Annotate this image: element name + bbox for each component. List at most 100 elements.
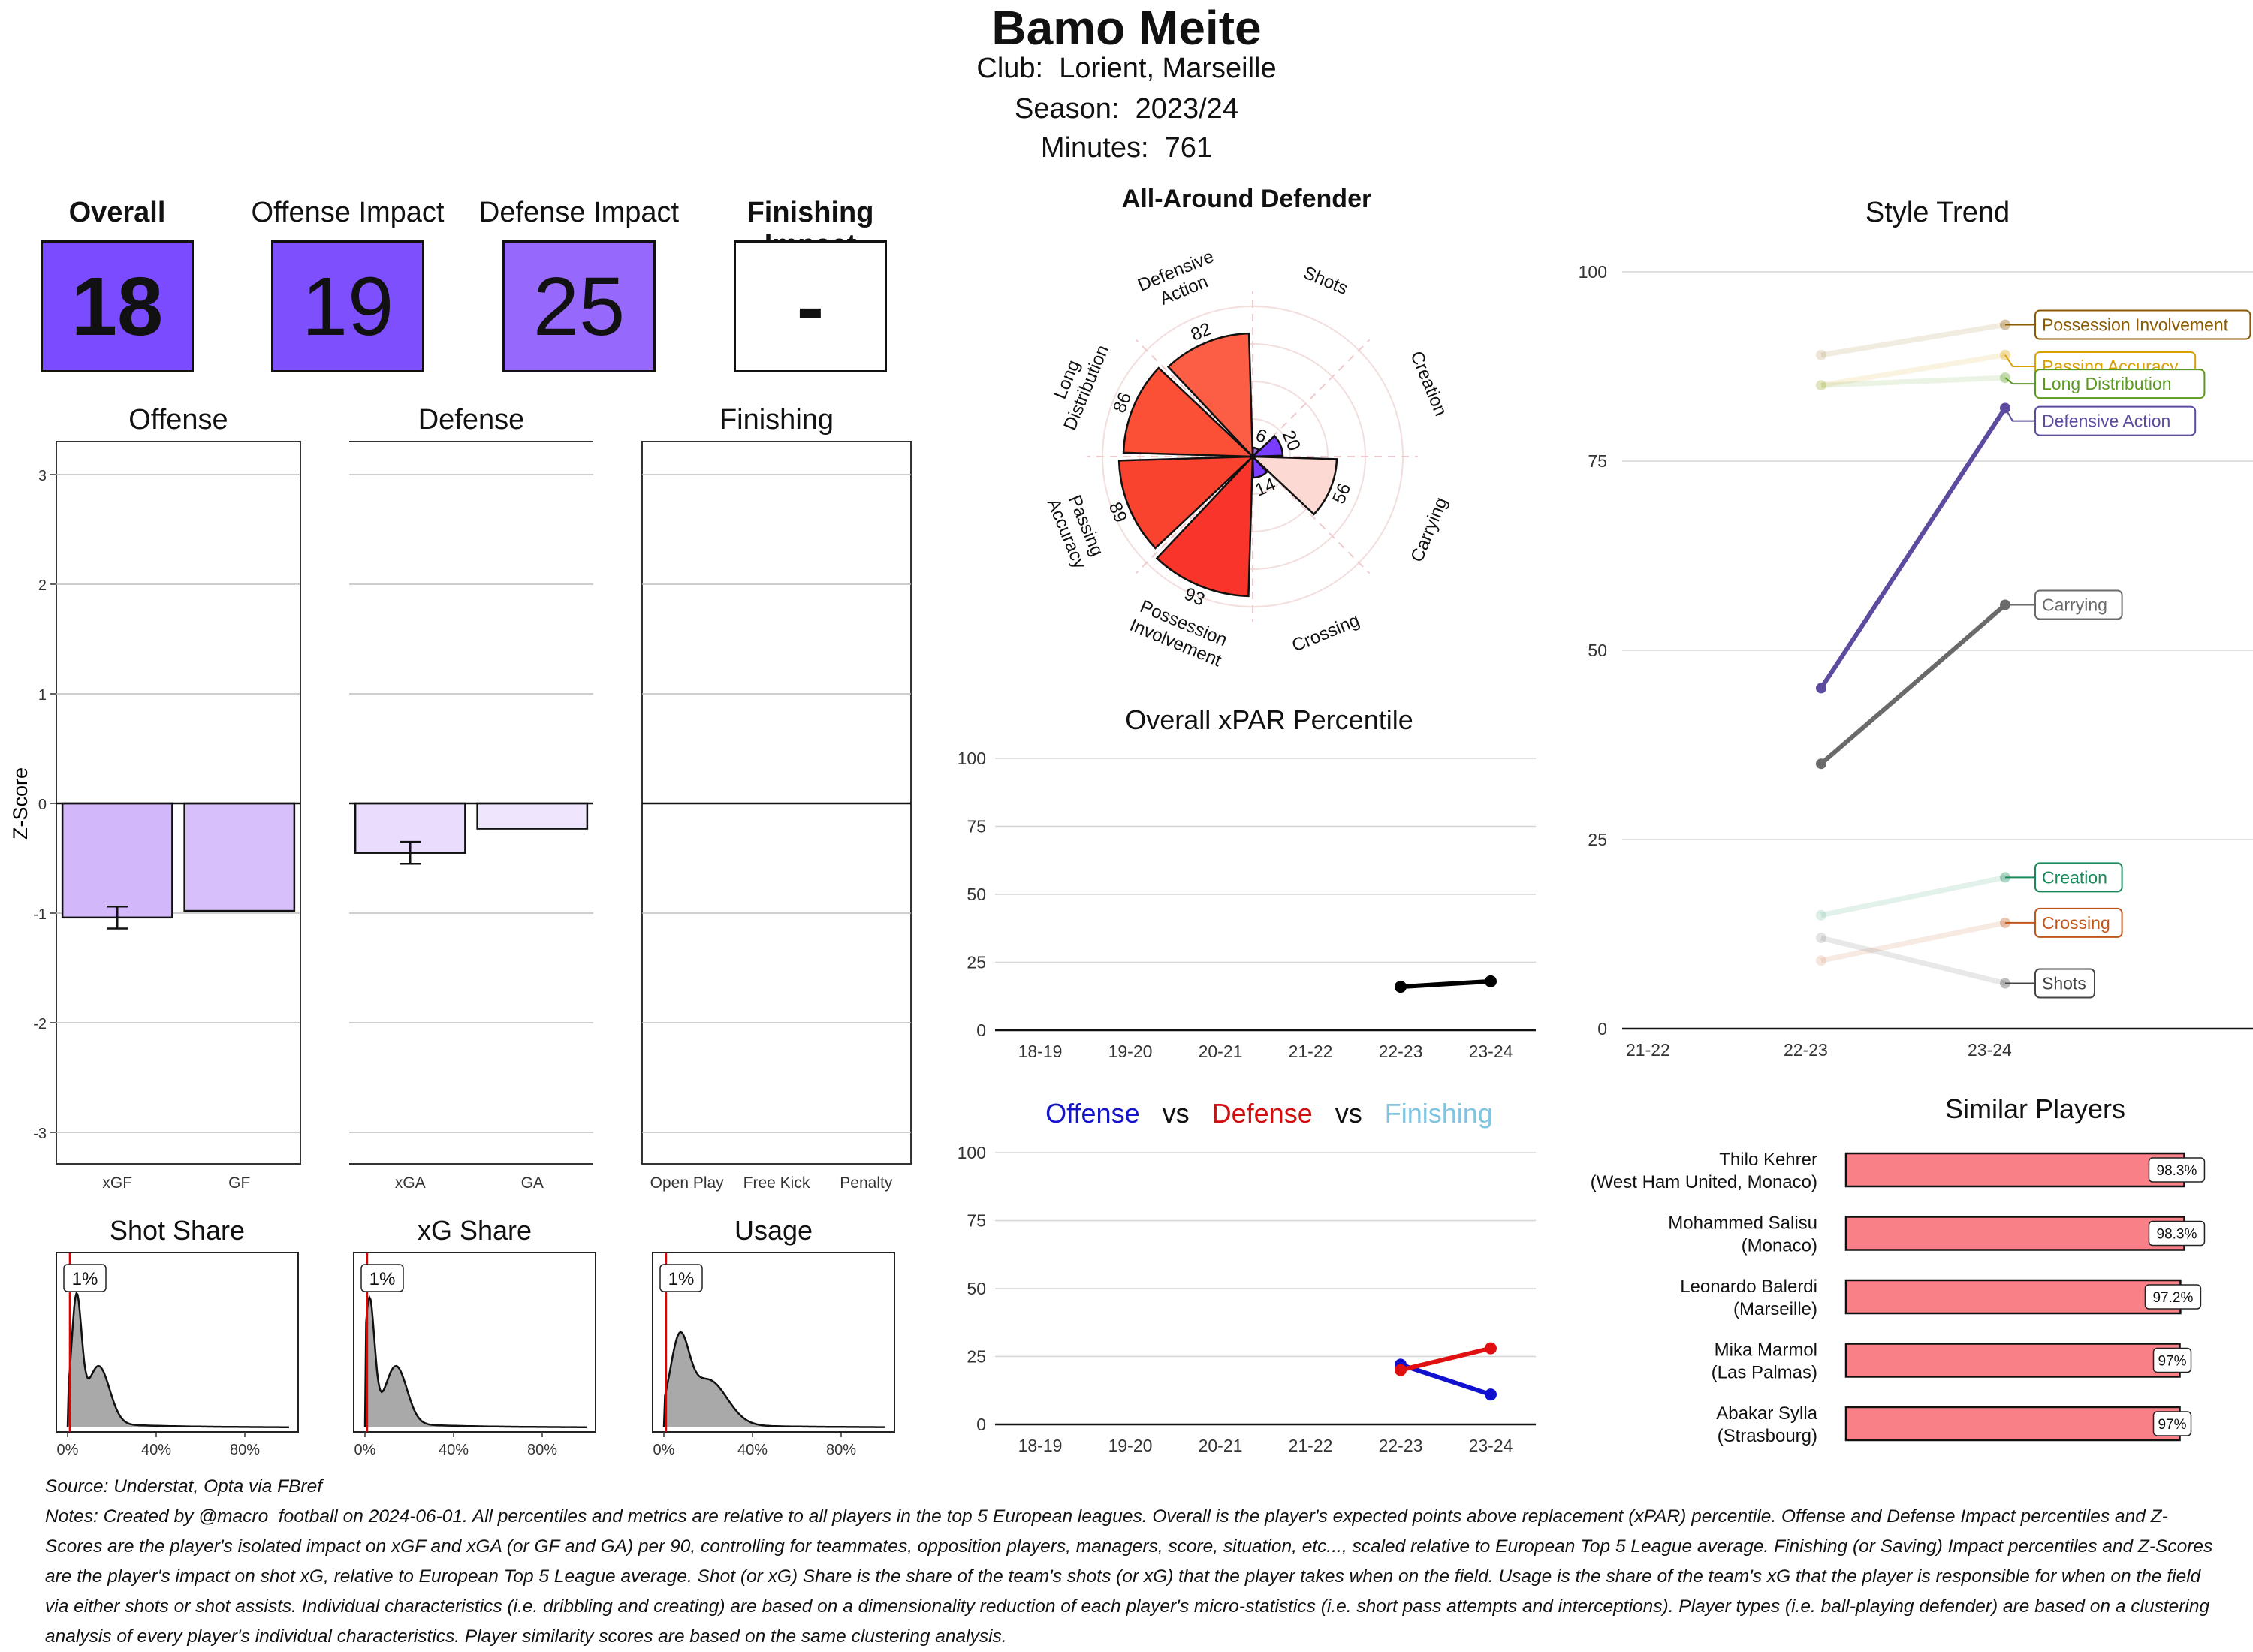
zscore-xtick: xGF — [102, 1174, 132, 1192]
zscore-panel-title: Offense — [128, 404, 228, 436]
zscore-xtick: Free Kick — [743, 1174, 810, 1192]
radar-axis-label: LongDistribution — [1040, 334, 1113, 433]
ytick-label: 100 — [958, 1143, 986, 1162]
season-label: Season: — [1015, 93, 1120, 125]
zscore-ytick: 3 — [38, 468, 47, 484]
similar-player-row: Mika Marmol(Las Palmas) 97% — [1712, 1340, 2192, 1383]
zscore-panel: xGF GF — [56, 441, 301, 1192]
density-label: 1% — [668, 1269, 695, 1289]
xtick-label: 20-21 — [1199, 1042, 1243, 1061]
density-panel-title: xG Share — [417, 1215, 532, 1246]
ytick-label: 50 — [1588, 641, 1607, 660]
style-label-box — [2034, 369, 2206, 399]
ytick-label: 25 — [1588, 830, 1607, 849]
zscore-ytick: -3 — [33, 1126, 47, 1142]
similar-player-row: Leonardo Balerdi(Marseille) 97.2% — [1680, 1277, 2202, 1319]
similar-label-box — [2152, 1411, 2192, 1436]
radar-axis-label: Shots — [1300, 263, 1350, 299]
similar-player-name: Abakar Sylla — [1716, 1403, 1817, 1424]
style-trend-chart: 0 25 50 75 100 21-22 22-23 23-24 Possession Invo… — [1579, 262, 2253, 1060]
density-area — [664, 1332, 885, 1427]
style-series: Carrying — [1816, 589, 2123, 770]
similar-bar — [1844, 1152, 2185, 1188]
series-line — [1400, 1362, 1491, 1397]
style-label-box — [2034, 589, 2123, 620]
density-xtick: 40% — [141, 1442, 171, 1458]
ovd-title-offense: Offense — [1045, 1098, 1140, 1129]
series-point — [1395, 981, 1407, 993]
radar-wedge — [1250, 455, 1338, 516]
density-label: 1% — [72, 1269, 98, 1289]
density-label-box — [360, 1264, 404, 1292]
similar-value-label: 98.3% — [2157, 1163, 2197, 1179]
similar-player-name: Mohammed Salisu — [1668, 1213, 1817, 1234]
minutes-line: Minutes: 761 — [0, 132, 2253, 164]
density-xtick: 0% — [57, 1442, 79, 1458]
xtick-label: 21-22 — [1289, 1042, 1333, 1061]
density-label-box — [659, 1264, 703, 1292]
zscore-panel-title: Defense — [418, 404, 525, 436]
season-line: Season: 2023/24 — [0, 93, 2253, 125]
style-series: Possession Involvement — [1816, 309, 2251, 360]
source-text: Source: Understat, Opta via FBref — [45, 1476, 323, 1497]
series-point — [1485, 975, 1497, 987]
style-series: Creation — [1816, 862, 2123, 921]
similar-label-box — [2144, 1284, 2202, 1310]
similar-value-label: 98.3% — [2157, 1227, 2197, 1243]
player-name: Bamo Meite — [991, 1, 1262, 55]
style-series-label: Carrying — [2042, 595, 2107, 615]
ytick-label: 25 — [967, 953, 986, 972]
series-line — [1400, 1346, 1491, 1373]
season-value: 2023/24 — [1135, 93, 1238, 125]
style-series-label: Creation — [2042, 867, 2107, 887]
radar-wedge — [1122, 366, 1256, 458]
similar-title: Similar Players — [1944, 1093, 2126, 1124]
series-line — [1400, 978, 1491, 990]
ytick-label: 0 — [976, 1415, 986, 1434]
impact-card-label: Offense Impact — [251, 197, 445, 228]
similar-player-name: Thilo Kehrer — [1719, 1150, 1817, 1170]
style-series-point — [1816, 933, 1826, 944]
similar-value-label: 97% — [2158, 1354, 2186, 1370]
style-series-line — [1820, 603, 2007, 766]
xtick-label: 23-24 — [1968, 1040, 2012, 1060]
zscore-panel-title: Finishing — [719, 404, 834, 436]
style-series-point — [1816, 955, 1826, 966]
ytick-label: 0 — [1597, 1019, 1607, 1039]
style-label-box — [2034, 862, 2123, 893]
similar-players-chart: Thilo Kehrer(West Ham United, Monaco) 98.… — [1591, 1150, 2206, 1446]
density-line — [66, 1291, 289, 1428]
series-point — [1485, 1342, 1497, 1355]
ytick-label: 75 — [967, 1211, 986, 1231]
style-series-point — [1816, 909, 1826, 921]
radar-chart: 6Shots20Creation56Carrying14Crossing93Po… — [1040, 246, 1452, 671]
zscore-ytick: 1 — [38, 687, 47, 704]
style-label-leader — [2004, 354, 2035, 367]
similar-player-row: Mohammed Salisu(Monaco) 98.3% — [1668, 1213, 2206, 1256]
minutes-label: Minutes: — [1040, 132, 1149, 164]
style-series-point — [1816, 380, 1826, 391]
similar-label-box — [2148, 1220, 2206, 1247]
zscore-xtick: Penalty — [840, 1174, 893, 1192]
similar-bar — [1844, 1279, 2182, 1315]
xtick-label: 20-21 — [1199, 1436, 1243, 1455]
style-label-box — [2034, 405, 2197, 436]
density-xtick: 80% — [230, 1442, 260, 1458]
radar-axis-label: Carrying — [1407, 494, 1452, 565]
xpar-chart: 0 25 50 75 100 18-19 19-20 20-21 21-22 22-23 23-24 — [958, 749, 1536, 1061]
similar-label-box — [2152, 1347, 2192, 1373]
xtick-label: 23-24 — [1469, 1042, 1513, 1061]
xtick-label: 18-19 — [1018, 1436, 1063, 1455]
similar-player-club: (West Ham United, Monaco) — [1591, 1172, 1817, 1192]
density-line — [363, 1295, 587, 1428]
density-label-box — [63, 1264, 107, 1292]
style-label-leader — [2004, 407, 2035, 422]
similar-player-row: Thilo Kehrer(West Ham United, Monaco) 98.… — [1591, 1150, 2206, 1192]
density-xtick: 0% — [354, 1442, 376, 1458]
zscore-panel: xGA GA — [349, 441, 593, 1192]
ytick-label: 0 — [976, 1020, 986, 1040]
style-series-label: Crossing — [2042, 913, 2110, 933]
radar-axis-label: DefensiveAction — [1135, 246, 1225, 315]
impact-card-value: 25 — [502, 240, 656, 372]
zscore-panel: Open Play Free Kick Penalty — [641, 441, 912, 1192]
